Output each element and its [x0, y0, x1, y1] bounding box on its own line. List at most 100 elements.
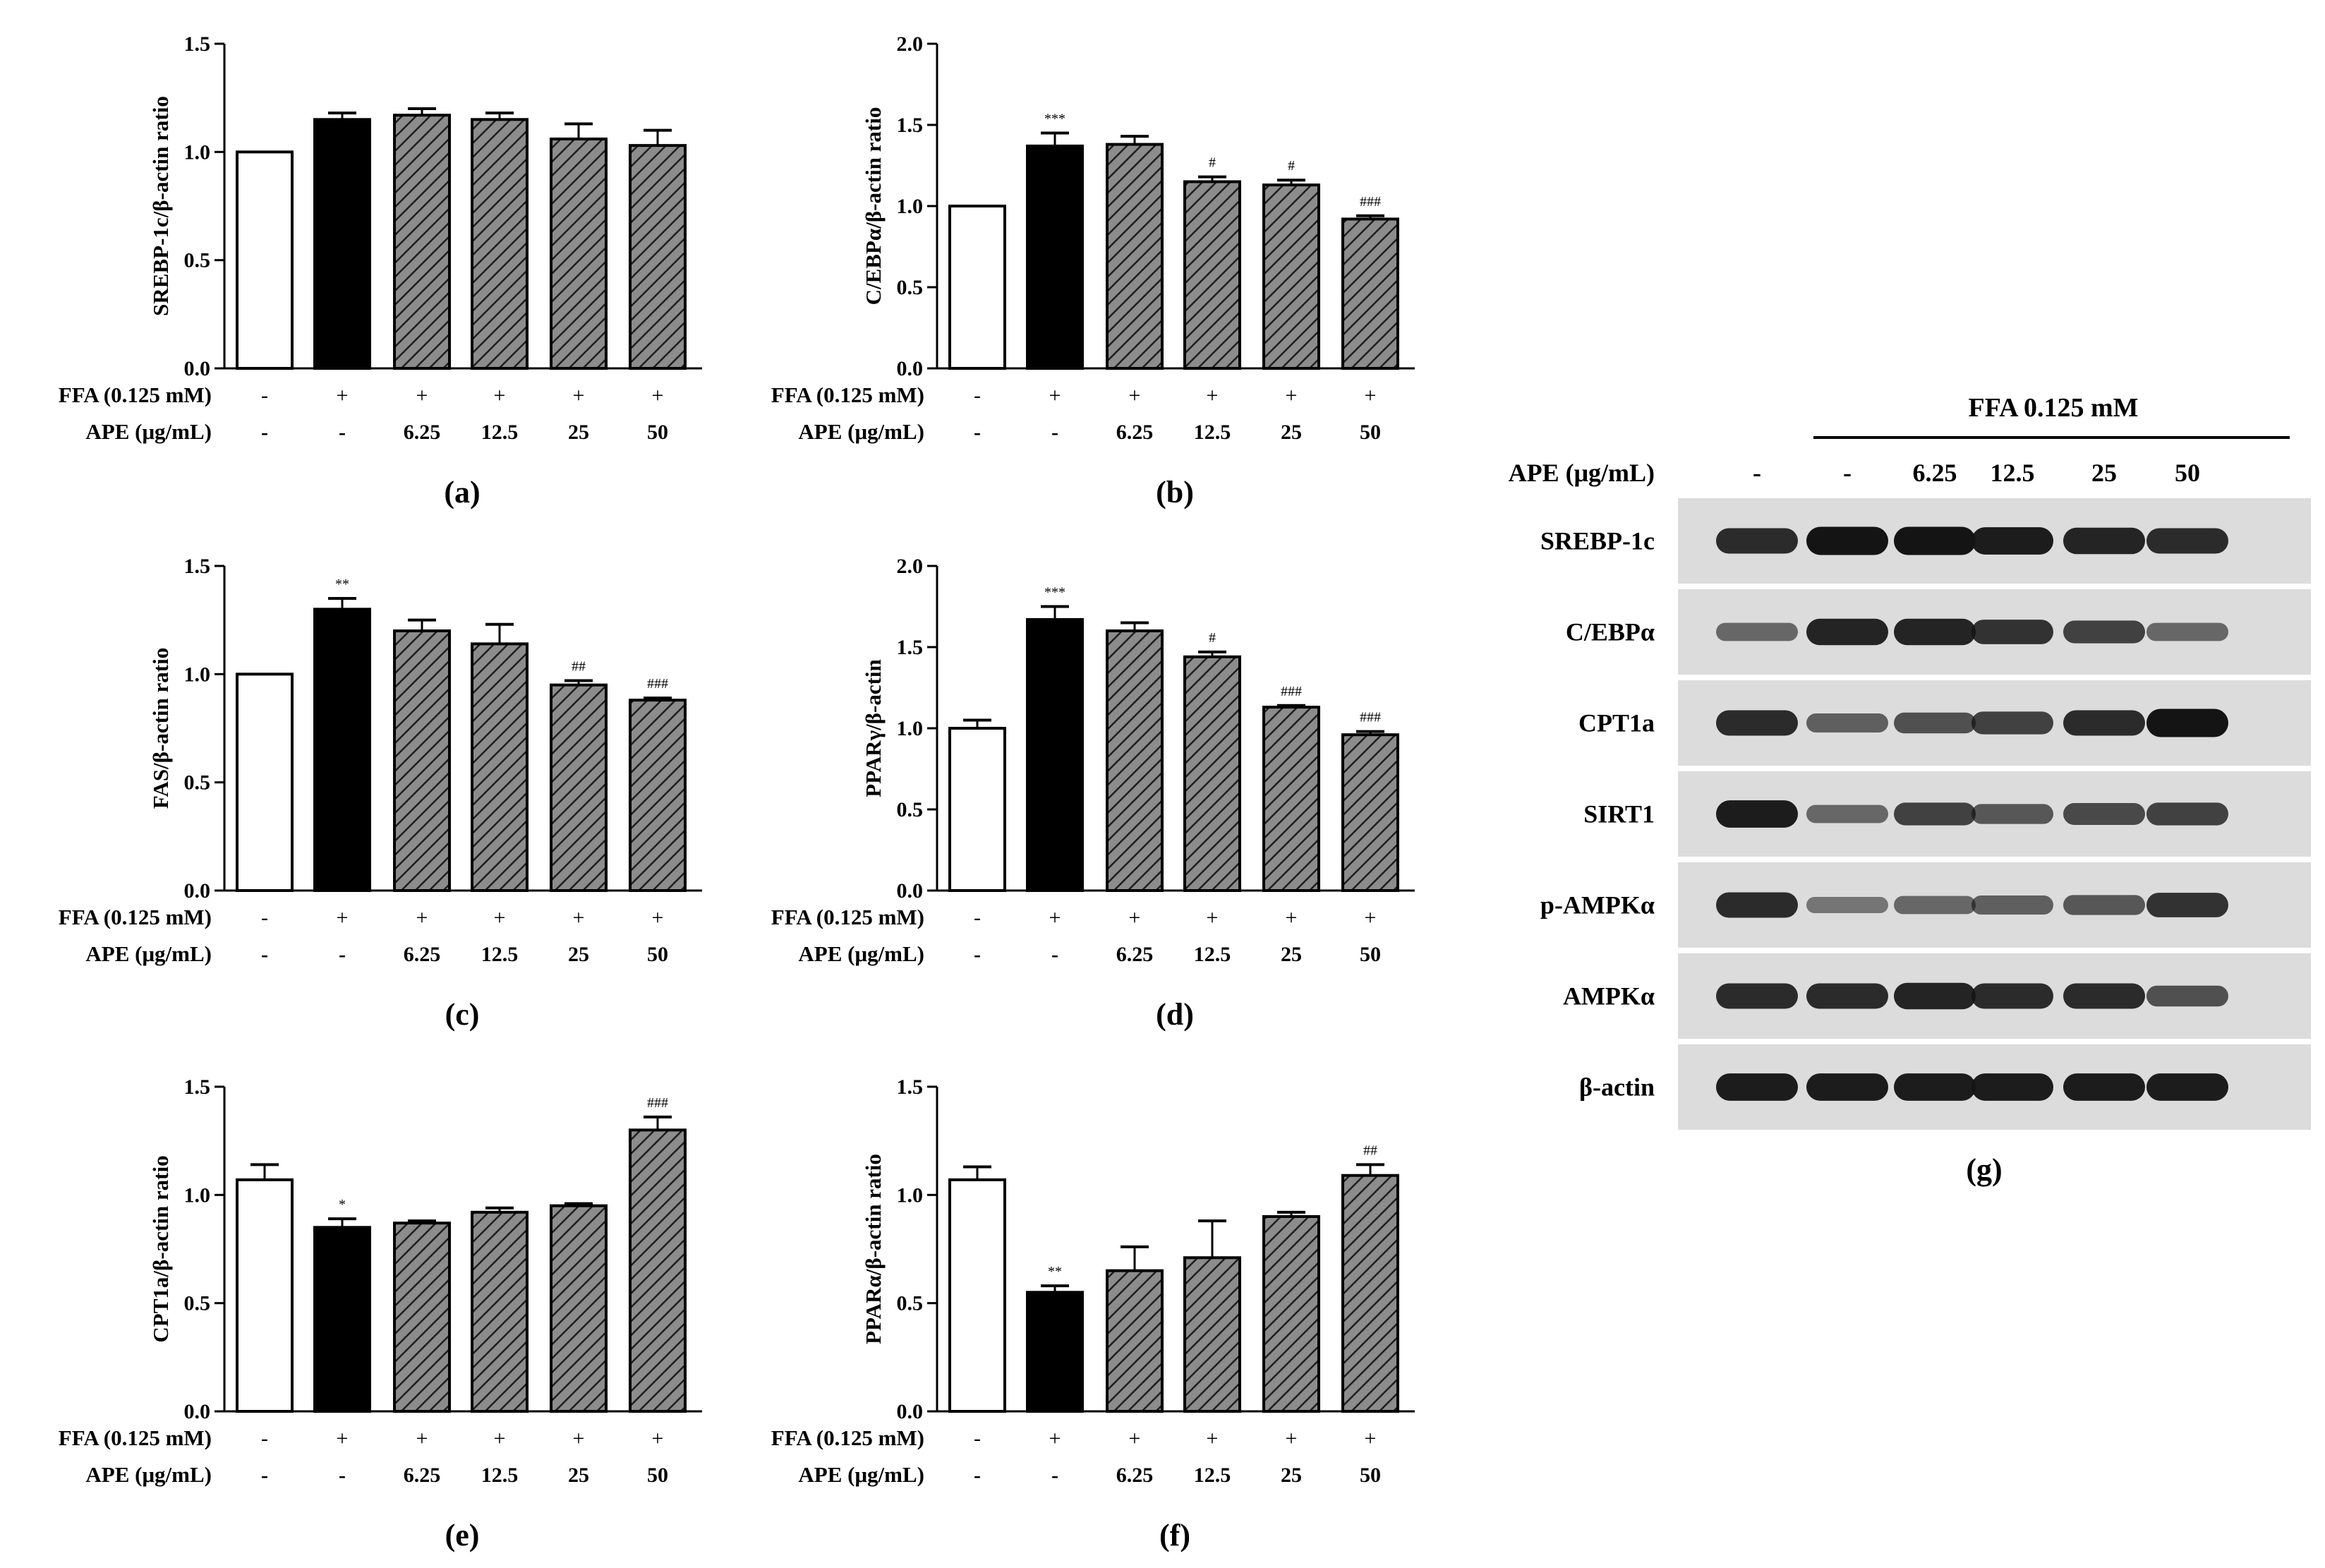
ffa-value: +	[1049, 1427, 1061, 1450]
y-tick-label: 1.5	[184, 32, 211, 56]
bar	[948, 727, 1006, 892]
ffa-value: +	[652, 906, 664, 929]
bar	[236, 673, 294, 892]
y-tick-label: 1.0	[184, 1183, 211, 1207]
significance-mark: ###	[647, 1095, 668, 1111]
blot-band	[1716, 1073, 1798, 1101]
chart-panel-f: 0.0 0.5 1.0 1.5 PPARα/β-actin ratio ** ## FFA (…	[771, 1075, 1415, 1552]
ape-row-label: APE (μg/mL)	[798, 941, 924, 966]
ffa-value: -	[261, 384, 268, 407]
ape-value: 12.5	[1194, 1464, 1231, 1487]
significance-mark: ##	[572, 659, 586, 675]
ffa-value: +	[1049, 384, 1061, 407]
blot-band	[1971, 620, 2053, 644]
ape-value: 25	[1281, 421, 1302, 444]
ape-value: 25	[568, 421, 589, 444]
ffa-value: +	[416, 906, 428, 929]
bar	[393, 1222, 451, 1413]
blot-band	[2063, 895, 2145, 915]
y-tick-label: 0.5	[184, 249, 211, 272]
ape-value: 6.25	[404, 421, 441, 444]
blot-band	[2146, 802, 2228, 826]
bar	[1106, 143, 1164, 370]
ffa-value: -	[974, 906, 981, 929]
blot-band	[2063, 710, 2145, 736]
bar	[313, 1226, 371, 1413]
bar	[471, 642, 529, 892]
bar	[1341, 217, 1399, 370]
y-axis-label: FAS/β-actin ratio	[148, 648, 173, 809]
significance-mark: **	[335, 577, 349, 592]
bar	[1262, 183, 1320, 370]
blot-band	[1894, 982, 1976, 1010]
y-tick-label: 0.0	[897, 357, 924, 380]
ffa-value: +	[1129, 384, 1141, 407]
bar	[1026, 617, 1084, 892]
bar	[1106, 1269, 1164, 1413]
blot-band	[1806, 896, 1888, 914]
ffa-value: +	[1207, 384, 1219, 407]
bar	[393, 629, 451, 892]
blot-lane-label: -	[1753, 459, 1761, 487]
panel-label: (f)	[1159, 1518, 1190, 1552]
y-tick-label: 1.0	[184, 663, 211, 686]
chart-panel-d: 0.00.51.01.52.0PPARγ/β-actin***#######FF…	[771, 555, 1415, 1032]
y-tick-label: 1.0	[184, 140, 211, 164]
significance-mark: ###	[1360, 710, 1381, 725]
significance-mark: **	[1048, 1264, 1062, 1279]
y-axis-label: SREBP-1c/β-actin ratio	[148, 96, 173, 316]
y-tick-label: 0.5	[184, 1292, 211, 1315]
blot-band	[2146, 622, 2228, 641]
bar	[550, 683, 608, 893]
ape-value: -	[261, 1464, 268, 1487]
ffa-row-label: FFA (0.125 mM)	[59, 905, 212, 929]
y-tick-label: 0.5	[897, 1292, 924, 1315]
y-axis-label: PPARα/β-actin ratio	[861, 1154, 886, 1344]
blot-header: FFA 0.125 mM	[1969, 393, 2139, 423]
blot-band	[1971, 895, 2053, 915]
bar	[1341, 1174, 1399, 1413]
y-tick-label: 1.0	[897, 1183, 924, 1207]
bar	[1262, 706, 1320, 892]
y-tick-label: 1.5	[184, 1075, 211, 1099]
blot-band	[2063, 620, 2145, 644]
blot-band	[1806, 713, 1888, 732]
bar	[313, 118, 371, 370]
ape-value: 12.5	[1194, 943, 1231, 966]
panel-label: (c)	[445, 997, 480, 1032]
ffa-value: -	[974, 1427, 981, 1450]
ape-value: 50	[647, 1464, 668, 1487]
ffa-value: +	[573, 1427, 585, 1450]
blot-band	[1971, 804, 2053, 824]
ffa-value: +	[1365, 384, 1377, 407]
western-blot: FFA 0.125 mM APE (μg/mL) - - 6.25 12.5 25 50 SRE…	[1509, 393, 2311, 1187]
panel-label: (d)	[1156, 997, 1194, 1032]
ape-value: 12.5	[481, 943, 519, 966]
ffa-row-label: FFA (0.125 mM)	[771, 905, 924, 929]
y-tick-label: 0.0	[184, 1400, 211, 1423]
ape-value: -	[339, 943, 346, 966]
bar	[471, 118, 529, 370]
ffa-value: +	[652, 384, 664, 407]
blot-band	[1894, 712, 1976, 734]
ffa-value: +	[652, 1427, 664, 1450]
blot-band	[2063, 983, 2145, 1009]
blot-lane-label: 12.5	[1991, 459, 2035, 487]
blot-band	[1806, 1073, 1888, 1101]
y-tick-label: 2.0	[897, 32, 924, 56]
ffa-value: +	[494, 1427, 506, 1450]
panel-label: (b)	[1156, 475, 1194, 509]
ape-value: 6.25	[404, 943, 441, 966]
ape-row-label: APE (μg/mL)	[798, 1462, 924, 1487]
blot-band	[1894, 526, 1976, 555]
ape-value: 12.5	[481, 421, 519, 444]
blot-band	[1716, 892, 1798, 918]
ffa-value: -	[261, 906, 268, 929]
ffa-row-label: FFA (0.125 mM)	[771, 382, 924, 407]
significance-mark: #	[1209, 630, 1216, 646]
ape-value: -	[261, 943, 268, 966]
ffa-value: +	[416, 1427, 428, 1450]
ape-value: 25	[568, 1464, 589, 1487]
